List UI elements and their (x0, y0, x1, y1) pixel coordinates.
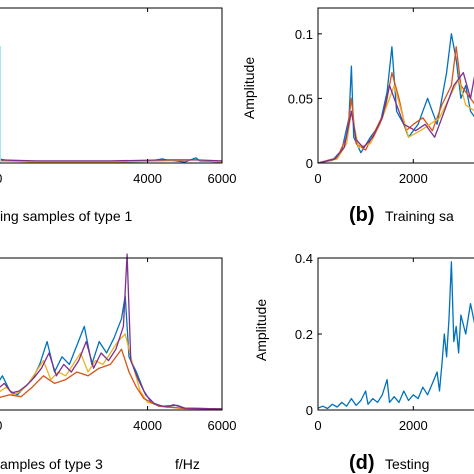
y-tick-label-b-2: 0.1 (295, 27, 313, 42)
series-line-c-3 (0, 253, 223, 410)
panel-caption-d: Testing (385, 456, 429, 472)
x-tick-label-b-1: 2000 (399, 171, 428, 186)
spike-mark-a (0, 46, 1, 163)
x-axis-label-c: f/Hz (175, 456, 200, 472)
y-tick-label-d-1: 0.2 (295, 327, 313, 342)
x-tick-label-a-1: 4000 (133, 171, 162, 186)
axes-box-b (317, 7, 474, 164)
x-tick-label-d-1: 2000 (399, 418, 428, 433)
panel-caption-b: Training sa (385, 208, 454, 224)
series-line-b-0 (317, 33, 474, 164)
y-axis-label-b: Amplitude (241, 57, 257, 119)
x-tick-label-c-2: 6000 (208, 418, 237, 433)
x-tick-label-c-1: 4000 (133, 418, 162, 433)
y-tick-label-d-2: 0.4 (295, 251, 313, 266)
y-tick-label-b-1: 0.05 (288, 91, 313, 106)
series-line-d-0 (317, 261, 474, 410)
x-tick-label-a-0: 0 (0, 171, 2, 186)
y-tick-label-b-0: 0 (306, 156, 313, 171)
series-line-b-3 (317, 71, 474, 164)
x-tick-label-d-0: 0 (314, 418, 321, 433)
panel-label-b: (b) (349, 204, 375, 226)
x-tick-label-a-2: 6000 (208, 171, 237, 186)
panel-caption-c: amples of type 3 (0, 456, 103, 472)
series-line-a-2 (0, 159, 223, 162)
series-line-c-2 (0, 348, 223, 410)
x-tick-label-c-0: 0 (0, 418, 2, 433)
y-axis-label-d: Amplitude (253, 299, 269, 361)
axes-box-c (0, 257, 223, 411)
axes-box-a (0, 7, 223, 164)
x-tick-label-b-0: 0 (314, 171, 321, 186)
panel-caption-a: ing samples of type 1 (0, 208, 133, 224)
y-tick-label-d-0: 0 (306, 403, 313, 418)
panel-label-d: (d) (349, 452, 375, 474)
